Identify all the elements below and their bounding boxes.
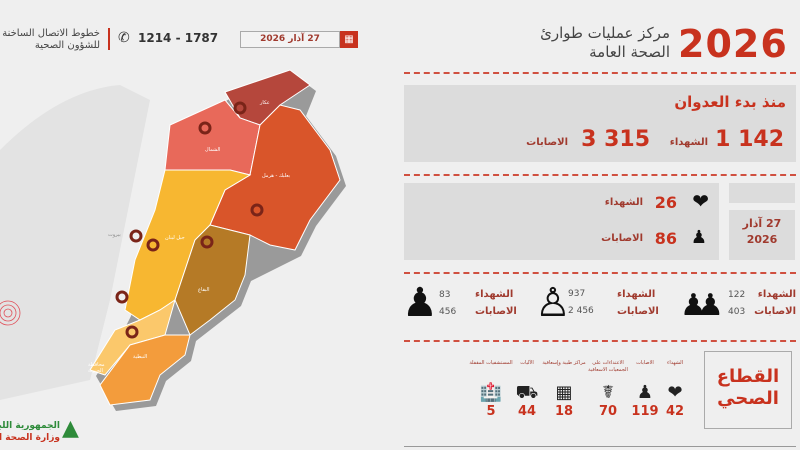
title-line1: مركز عمليات طوارئ: [540, 24, 670, 42]
men-stats: ♙ 937 2 456 الشهداء الاصابات: [535, 280, 665, 332]
ministry-logo-text: الجمهورية اللبنانية وزارة الصحة العامة: [0, 420, 60, 444]
divider: [404, 72, 796, 74]
daily-injured-value: 86: [654, 229, 677, 248]
label-nabatieh: النبطية: [133, 354, 148, 360]
health-sector-title: القطاع الصحي: [704, 351, 792, 429]
date-field: 27 آذار 2026: [240, 31, 340, 48]
women-martyrs-label: الشهداء: [475, 289, 514, 300]
item-value: 5: [486, 404, 496, 419]
ambulance-icon: ⛟: [515, 382, 539, 403]
divider: [404, 340, 796, 342]
health-item-injured: الاصابات ♟ 119: [621, 360, 669, 419]
heart-icon: ❤: [667, 382, 683, 403]
blank-box: [729, 183, 795, 203]
women-stats: ♟ 83 456 الشهداء الاصابات: [402, 280, 520, 332]
injured-person-icon: ♟: [636, 382, 654, 403]
daily-martyrs-value: 26: [654, 193, 677, 212]
divider: [108, 28, 110, 50]
label-south: محافظة الجنوب: [88, 362, 105, 374]
calendar-icon: ▦: [340, 31, 358, 48]
medical-center-icon: ▦: [555, 382, 573, 403]
header-year: 2026: [678, 22, 788, 66]
header-title: مركز عمليات طوارئ الصحة العامة: [520, 24, 670, 62]
daily-date-box: 27 آذار 2026: [729, 210, 795, 260]
item-value: 42: [665, 404, 685, 419]
health-title-line2: الصحي: [717, 388, 779, 409]
total-injured-label: الاصابات: [526, 137, 568, 148]
men-injured-label: الاصابات: [617, 306, 659, 317]
man-icon: ♙: [535, 280, 571, 326]
daily-date-line1: 27 آذار: [742, 217, 782, 230]
divider: [404, 272, 796, 274]
strike-markers: [115, 101, 264, 339]
bottom-rule: [404, 446, 796, 447]
health-item-attacks: الاعتداءات على الجمعيات الاسعافية ☤ 70: [584, 360, 632, 419]
item-value: 18: [554, 404, 574, 419]
children-icon: ♟♟: [680, 288, 724, 323]
daily-date-line2: 2026: [746, 233, 778, 246]
lebanon-map: [0, 69, 346, 411]
health-item-hospitals: المستشفيات المقفلة 🏥 5: [467, 360, 515, 419]
since-start-title: منذ بدء العدوان: [674, 93, 786, 111]
hotline-label: خطوط الاتصال الساخنة للشؤون الصحية: [0, 28, 100, 52]
item-label: الآليات: [520, 360, 534, 366]
label-north: الشمال: [205, 147, 221, 153]
children-martyrs: 122: [728, 290, 746, 300]
women-injured: 456: [439, 307, 457, 317]
phone-number: 1214 - 1787: [138, 31, 219, 45]
health-title-line1: القطاع: [716, 366, 780, 387]
hotline-label-line2: للشؤون الصحية: [34, 40, 100, 51]
men-martyrs: 937: [568, 289, 586, 299]
logo-line2: وزارة الصحة العامة: [0, 433, 60, 443]
hotline-label-line1: خطوط الاتصال الساخنة: [2, 28, 100, 39]
total-injured-value: 3 315: [581, 127, 650, 152]
women-martyrs: 83: [439, 290, 451, 300]
label-beirut: بيروت: [108, 232, 121, 238]
label-mount-lebanon: جبل لبنان: [165, 235, 185, 241]
label-akkar: عكار: [260, 100, 270, 106]
label-bekaa: البقاع: [198, 287, 210, 293]
men-injured: 2 456: [568, 306, 594, 316]
children-stats: ♟♟ 122 403 الشهداء الاصابات: [680, 282, 798, 332]
target-rings: [0, 300, 21, 326]
children-injured: 403: [728, 307, 746, 317]
title-line2: الصحة العامة: [589, 43, 670, 61]
health-item-vehicles: الآليات ⛟ 44: [503, 360, 551, 419]
region-bekaa: [174, 224, 251, 336]
item-value: 44: [517, 404, 537, 419]
item-label: المستشفيات المقفلة: [469, 360, 513, 366]
health-item-martyrs: الشهداء ❤ 42: [651, 360, 699, 419]
daily-panel: ❤ 26 الشهداء ♟ 86 الاصابات: [404, 183, 719, 260]
item-value: 70: [598, 404, 618, 419]
total-martyrs-value: 1 142: [715, 127, 784, 152]
logo-line1: الجمهورية اللبنانية: [0, 421, 60, 431]
item-label: الاصابات: [636, 360, 654, 366]
item-label: الاعتداءات على الجمعيات الاسعافية: [588, 360, 628, 373]
item-label: مراكز طبية وإسعافية: [542, 360, 586, 366]
daily-martyrs-label: الشهداء: [604, 197, 643, 208]
children-martyrs-label: الشهداء: [757, 289, 796, 300]
item-label: الشهداء: [666, 360, 684, 366]
children-injured-label: الاصابات: [754, 306, 796, 317]
injured-person-icon: ♟: [690, 227, 707, 248]
paramedic-icon: ☤: [601, 382, 615, 403]
divider: [404, 174, 796, 176]
women-injured-label: الاصابات: [475, 306, 517, 317]
item-value: 119: [631, 404, 659, 419]
hospital-icon: 🏥: [479, 382, 503, 403]
men-martyrs-label: الشهداء: [617, 289, 656, 300]
since-start-panel: منذ بدء العدوان 1 142 الشهداء 3 315 الاص…: [404, 85, 796, 162]
background-coastline: [0, 85, 150, 400]
daily-injured-label: الاصابات: [601, 233, 643, 244]
phone-icon: ✆: [118, 30, 130, 46]
label-baalbek: بعلبك - هرمل: [262, 173, 291, 179]
health-item-centers: مراكز طبية وإسعافية ▦ 18: [540, 360, 588, 419]
region-nabatieh: [99, 334, 191, 406]
cedar-logo-icon: ▲: [62, 416, 79, 441]
total-martyrs-label: الشهداء: [669, 137, 708, 148]
woman-icon: ♟: [402, 280, 438, 326]
heart-icon: ❤: [692, 189, 709, 213]
